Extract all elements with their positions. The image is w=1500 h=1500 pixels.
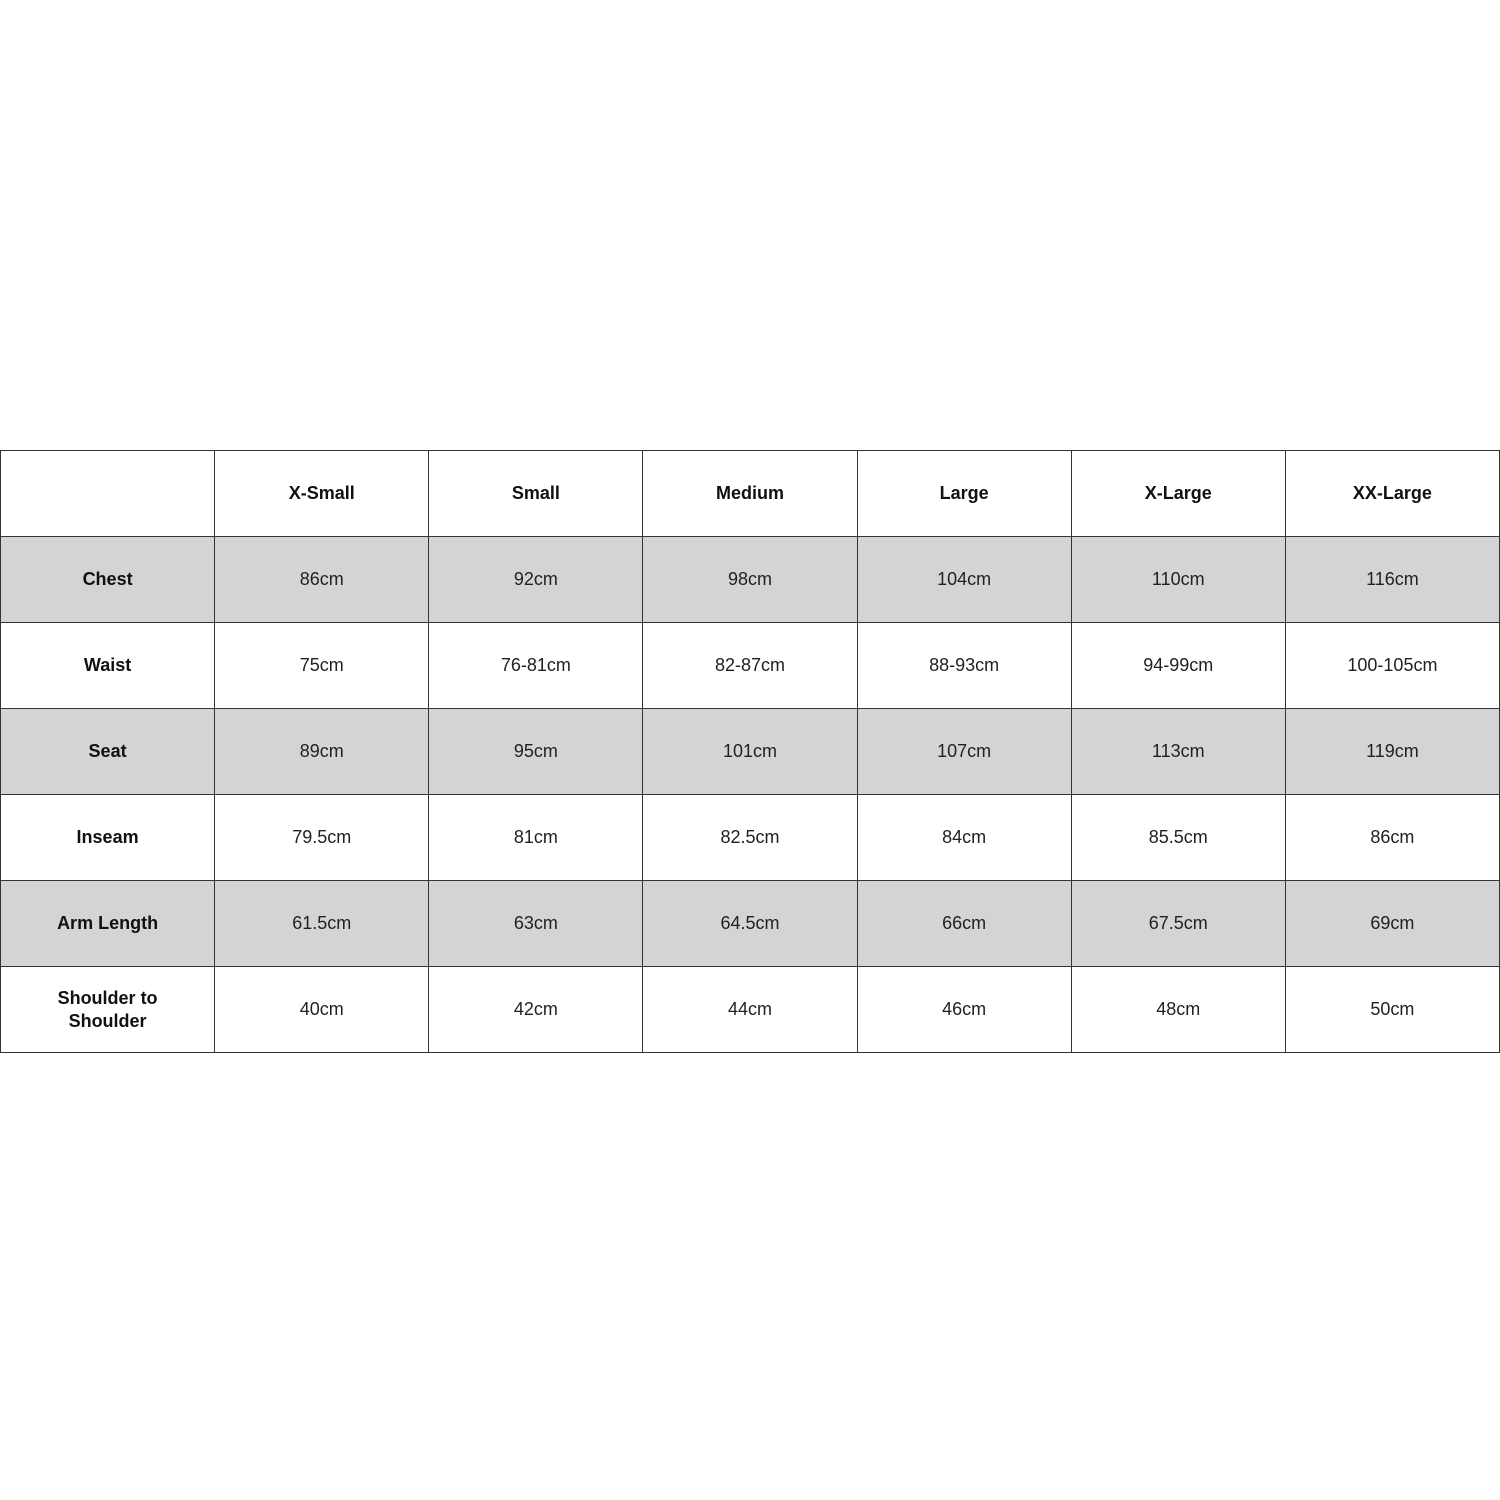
column-header: Medium bbox=[642, 450, 858, 537]
measurement-cell: 81cm bbox=[428, 794, 644, 881]
measurement-cell: 46cm bbox=[856, 966, 1072, 1053]
row-label: Arm Length bbox=[0, 880, 216, 967]
measurement-cell: 89cm bbox=[214, 708, 430, 795]
measurement-cell: 85.5cm bbox=[1070, 794, 1286, 881]
measurement-cell: 76-81cm bbox=[428, 622, 644, 709]
table-row: Seat 89cm 95cm 101cm 107cm 113cm 119cm bbox=[0, 708, 1500, 795]
measurement-cell: 88-93cm bbox=[856, 622, 1072, 709]
measurement-cell: 92cm bbox=[428, 536, 644, 623]
measurement-cell: 50cm bbox=[1284, 966, 1500, 1053]
measurement-cell: 82.5cm bbox=[642, 794, 858, 881]
measurement-cell: 98cm bbox=[642, 536, 858, 623]
measurement-cell: 82-87cm bbox=[642, 622, 858, 709]
measurement-cell: 79.5cm bbox=[214, 794, 430, 881]
measurement-cell: 119cm bbox=[1284, 708, 1500, 795]
measurement-cell: 110cm bbox=[1070, 536, 1286, 623]
size-chart-table: X-Small Small Medium Large X-Large XX-Large C… bbox=[0, 450, 1500, 1053]
column-header: Small bbox=[428, 450, 644, 537]
corner-cell bbox=[0, 450, 216, 537]
measurement-cell: 61.5cm bbox=[214, 880, 430, 967]
table-row: Arm Length 61.5cm 63cm 64.5cm 66cm 67.5cm 69cm bbox=[0, 880, 1500, 967]
column-header: XX-Large bbox=[1284, 450, 1500, 537]
measurement-cell: 113cm bbox=[1070, 708, 1286, 795]
table-row: Inseam 79.5cm 81cm 82.5cm 84cm 85.5cm 86cm bbox=[0, 794, 1500, 881]
row-label: Shoulder to Shoulder bbox=[0, 966, 216, 1053]
header-row: X-Small Small Medium Large X-Large XX-Large bbox=[0, 450, 1500, 537]
measurement-cell: 63cm bbox=[428, 880, 644, 967]
measurement-cell: 95cm bbox=[428, 708, 644, 795]
table-body: Chest 86cm 92cm 98cm 104cm 110cm 116cm Waist 75c… bbox=[0, 536, 1500, 1053]
column-header: X-Small bbox=[214, 450, 430, 537]
measurement-cell: 75cm bbox=[214, 622, 430, 709]
measurement-cell: 86cm bbox=[214, 536, 430, 623]
measurement-cell: 64.5cm bbox=[642, 880, 858, 967]
table-row: Chest 86cm 92cm 98cm 104cm 110cm 116cm bbox=[0, 536, 1500, 623]
measurement-cell: 104cm bbox=[856, 536, 1072, 623]
measurement-cell: 67.5cm bbox=[1070, 880, 1286, 967]
row-label: Waist bbox=[0, 622, 216, 709]
row-label: Chest bbox=[0, 536, 216, 623]
measurement-cell: 44cm bbox=[642, 966, 858, 1053]
measurement-cell: 101cm bbox=[642, 708, 858, 795]
table-row: Waist 75cm 76-81cm 82-87cm 88-93cm 94-99cm 100… bbox=[0, 622, 1500, 709]
measurement-cell: 48cm bbox=[1070, 966, 1286, 1053]
measurement-cell: 40cm bbox=[214, 966, 430, 1053]
measurement-cell: 84cm bbox=[856, 794, 1072, 881]
row-label: Seat bbox=[0, 708, 216, 795]
measurement-cell: 69cm bbox=[1284, 880, 1500, 967]
measurement-cell: 116cm bbox=[1284, 536, 1500, 623]
measurement-cell: 86cm bbox=[1284, 794, 1500, 881]
column-header: Large bbox=[856, 450, 1072, 537]
measurement-cell: 42cm bbox=[428, 966, 644, 1053]
measurement-cell: 107cm bbox=[856, 708, 1072, 795]
measurement-cell: 100-105cm bbox=[1284, 622, 1500, 709]
row-label: Inseam bbox=[0, 794, 216, 881]
table-row: Shoulder to Shoulder 40cm 42cm 44cm 46cm 48cm… bbox=[0, 966, 1500, 1053]
column-header: X-Large bbox=[1070, 450, 1286, 537]
measurement-cell: 94-99cm bbox=[1070, 622, 1286, 709]
measurement-cell: 66cm bbox=[856, 880, 1072, 967]
